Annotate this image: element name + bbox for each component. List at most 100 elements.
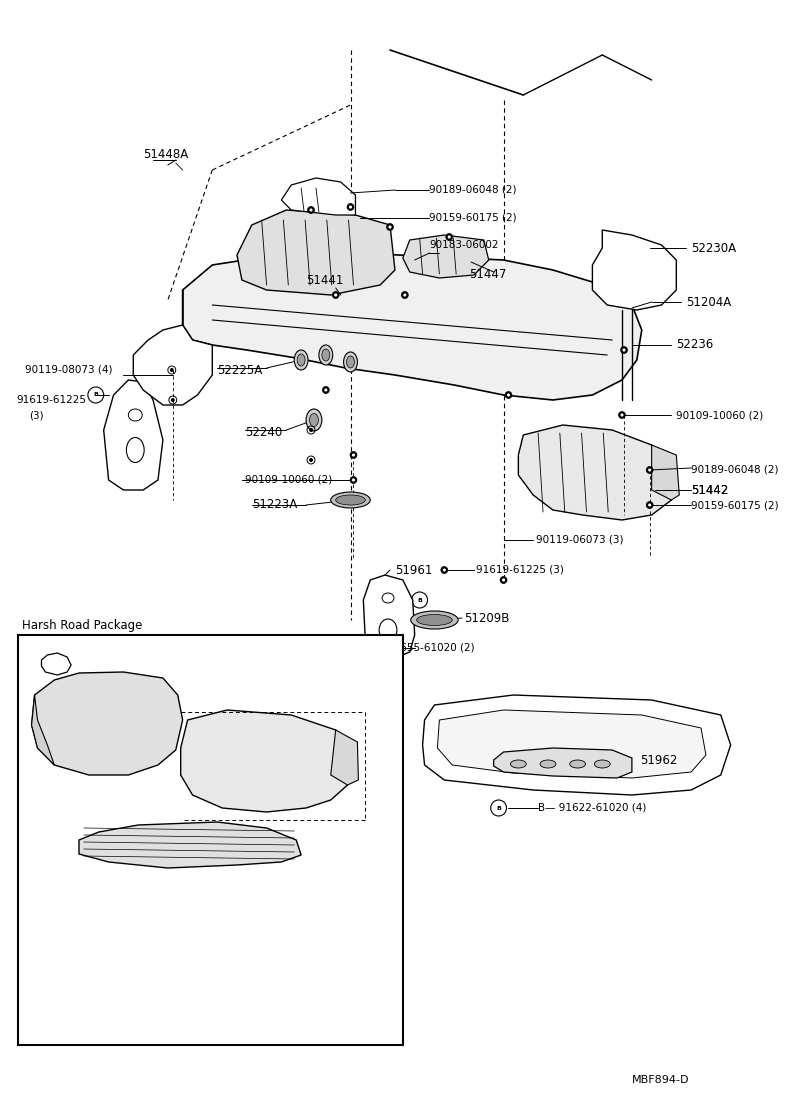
Polygon shape [181,710,350,812]
Polygon shape [363,575,414,658]
Circle shape [145,838,151,843]
Polygon shape [182,252,642,400]
Polygon shape [31,695,54,765]
Ellipse shape [343,352,358,372]
Text: 90119-06274 (5): 90119-06274 (5) [38,785,119,795]
Text: 51448A: 51448A [143,149,189,162]
Text: ’2 90119-10450: ’2 90119-10450 [38,879,115,889]
Text: Harsh Road Package: Harsh Road Package [22,618,142,631]
Circle shape [350,476,357,484]
Ellipse shape [510,760,526,768]
Bar [18,635,403,1045]
Circle shape [352,478,355,482]
Text: B: B [373,646,378,650]
Circle shape [126,677,131,683]
Ellipse shape [382,593,394,603]
Text: 51961: 51961 [395,563,432,576]
Text: 91655-61020 (2): 91655-61020 (2) [387,642,474,653]
Polygon shape [79,822,301,868]
Text: 51441: 51441 [166,679,203,691]
Text: B— 91622-61020 (4): B— 91622-61020 (4) [538,803,646,813]
Polygon shape [104,380,163,490]
Ellipse shape [330,491,370,508]
Circle shape [352,453,355,456]
Ellipse shape [410,611,458,629]
Circle shape [448,236,450,238]
Polygon shape [652,445,679,500]
Circle shape [224,838,230,843]
Circle shape [446,234,453,240]
Text: 90119-14021 (4)—: 90119-14021 (4)— [20,851,111,861]
Ellipse shape [379,619,397,641]
Polygon shape [237,210,395,295]
Circle shape [505,391,512,399]
Circle shape [56,659,58,661]
Circle shape [309,428,313,432]
Circle shape [389,226,391,228]
Ellipse shape [126,437,144,463]
Circle shape [646,501,653,508]
Ellipse shape [540,760,556,768]
Circle shape [332,292,339,299]
Text: 52236: 52236 [676,338,714,352]
Circle shape [310,208,313,212]
Text: ×1 (    –8604): ×1 ( –8604) [118,915,195,925]
Text: (3): (3) [30,410,44,420]
Text: 90109-10060 (2): 90109-10060 (2) [245,475,332,485]
Text: 90179-06183 (2): 90179-06183 (2) [237,705,319,715]
Text: 90119-06073 (3): 90119-06073 (3) [536,534,624,545]
Circle shape [648,504,651,507]
Text: 90109-10060 (2): 90109-10060 (2) [676,410,763,420]
Ellipse shape [306,409,322,431]
Circle shape [502,579,505,582]
Text: 51442: 51442 [691,484,729,497]
Circle shape [441,566,448,573]
Text: 90159-60175 (2): 90159-60175 (2) [430,213,517,223]
Circle shape [127,679,130,681]
Circle shape [621,346,627,354]
Text: 51962: 51962 [640,754,677,767]
Ellipse shape [346,356,354,368]
Text: ×2 (8604–    ): ×2 (8604– ) [118,934,195,946]
Text: 51212: 51212 [245,830,282,843]
Circle shape [618,411,626,419]
Circle shape [126,782,131,788]
Ellipse shape [319,345,333,365]
Text: 51447: 51447 [469,269,506,281]
Circle shape [621,413,623,417]
Polygon shape [518,425,671,520]
Circle shape [622,348,626,352]
Polygon shape [494,748,632,778]
Polygon shape [593,230,676,310]
Text: 51441: 51441 [306,273,343,287]
Circle shape [307,206,314,214]
Circle shape [403,293,406,296]
Text: 51448A: 51448A [97,644,147,657]
Ellipse shape [417,615,452,626]
Text: B: B [294,860,298,864]
Circle shape [347,204,354,210]
Circle shape [507,393,510,397]
Circle shape [648,468,651,472]
Circle shape [442,569,446,572]
Ellipse shape [336,495,366,505]
Text: B: B [496,806,501,810]
Circle shape [386,224,394,230]
Text: 91619-61225 (3): 91619-61225 (3) [476,565,564,575]
Circle shape [349,205,352,208]
Polygon shape [282,179,355,215]
Ellipse shape [128,409,142,421]
Polygon shape [403,235,489,278]
Circle shape [646,466,653,474]
Text: 52225A: 52225A [218,364,262,377]
Ellipse shape [322,349,330,361]
Circle shape [127,784,130,787]
Polygon shape [422,695,730,795]
Ellipse shape [310,413,318,426]
Text: 51204A: 51204A [686,295,731,309]
Text: B: B [94,392,98,398]
Text: 90159-60175 (2): 90159-60175 (2) [691,500,778,510]
Circle shape [402,292,408,299]
Circle shape [54,657,60,663]
Text: MBF894-D: MBF894-D [632,1074,690,1085]
